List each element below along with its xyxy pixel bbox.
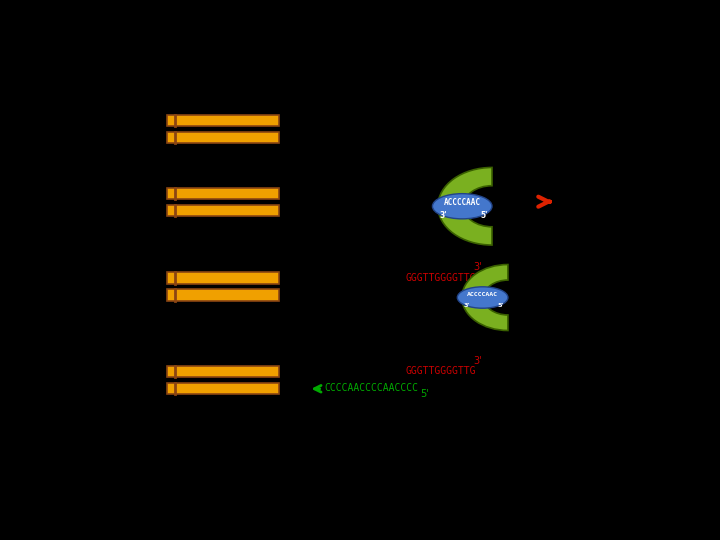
Text: polymerase: polymerase	[292, 406, 350, 415]
Text: AACCCC: AACCCC	[283, 383, 318, 393]
Text: DNA synthesis): DNA synthesis)	[59, 320, 128, 329]
Bar	[167, 205, 279, 217]
Text: DNA: DNA	[310, 397, 332, 408]
Bar	[167, 188, 279, 199]
Text: (RNA-templated: (RNA-templated	[58, 218, 130, 227]
Wedge shape	[462, 265, 508, 330]
Bar	[167, 289, 279, 301]
Bar	[167, 132, 279, 143]
Text: LAGGING STRAND: LAGGING STRAND	[42, 293, 146, 303]
Text: 3': 3'	[474, 262, 482, 272]
Bar	[167, 115, 279, 126]
Text: 3': 3'	[408, 178, 416, 188]
Bar	[167, 272, 279, 284]
Wedge shape	[438, 167, 492, 245]
Text: EXTENDS 3' END: EXTENDS 3' END	[45, 208, 142, 218]
Text: 5': 5'	[420, 389, 428, 399]
Text: TELOMERASE: TELOMERASE	[55, 198, 132, 208]
Bar	[167, 383, 279, 394]
Text: AACCCC: AACCCC	[283, 205, 318, 215]
Text: 3': 3'	[408, 105, 416, 114]
Text: parental strand: parental strand	[320, 82, 395, 116]
Text: AACCCC: AACCCC	[283, 132, 318, 143]
Text: 5': 5'	[480, 211, 487, 220]
Text: 3': 3'	[439, 211, 447, 220]
Ellipse shape	[457, 287, 508, 308]
Text: incomplete, newly synthesized lagging strand: incomplete, newly synthesized lagging st…	[328, 140, 536, 150]
Text: ACCCCAAC: ACCCCAAC	[444, 198, 481, 207]
Text: 5': 5'	[283, 295, 292, 305]
Text: TTGGGGTTGGGGTTGGGGTTG: TTGGGGTTGGGGTTGGGGTTG	[283, 116, 406, 125]
Text: 3': 3'	[474, 356, 482, 366]
Text: COMPLETION OF: COMPLETION OF	[45, 282, 142, 293]
Text: (DNA-templated: (DNA-templated	[57, 312, 130, 321]
Text: DNA Replication: telomerase: DNA Replication: telomerase	[132, 23, 584, 51]
Text: 3': 3'	[463, 303, 469, 308]
Text: 5': 5'	[283, 211, 292, 220]
Text: TTGGGGTTGGGGTTGGGGTTG: TTGGGGTTGGGGTTGGGGTTG	[283, 188, 406, 199]
Text: synthesis: synthesis	[559, 197, 606, 207]
Text: DNA synthesis): DNA synthesis)	[59, 227, 128, 235]
Text: CCCCAACCCCAACCCC: CCCCAACCCCAACCCC	[325, 383, 418, 393]
Text: TTGGGGTTGGGGTTGGGGTTG: TTGGGGTTGGGGTTGGGGTTG	[283, 273, 406, 283]
Text: BY DNA POLYMERASE: BY DNA POLYMERASE	[32, 302, 156, 312]
Ellipse shape	[433, 194, 492, 219]
Text: 5': 5'	[283, 138, 292, 147]
Text: telomerase: telomerase	[559, 188, 614, 198]
Text: GGGTTGGGGTTG: GGGTTGGGGTTG	[405, 367, 476, 376]
Text: TTGGGGTTGGGGTTGGGGTTG: TTGGGGTTGGGGTTGGGGTTG	[283, 367, 406, 376]
Text: ACCCCAAC: ACCCCAAC	[467, 292, 498, 296]
Text: BINDS: BINDS	[76, 137, 112, 147]
Text: AACCCC: AACCCC	[283, 290, 318, 300]
Text: TELOMERASE: TELOMERASE	[55, 125, 132, 135]
Bar	[167, 366, 279, 377]
Text: 5': 5'	[498, 303, 504, 308]
Text: From The Art of MBoC³ © 1995 Garland Publishing, Inc.: From The Art of MBoC³ © 1995 Garland Pub…	[696, 195, 703, 388]
Text: GGGTTGGGGTTG: GGGTTGGGGTTG	[405, 273, 476, 283]
Text: telomerase with bound RNA template: telomerase with bound RNA template	[305, 219, 489, 229]
